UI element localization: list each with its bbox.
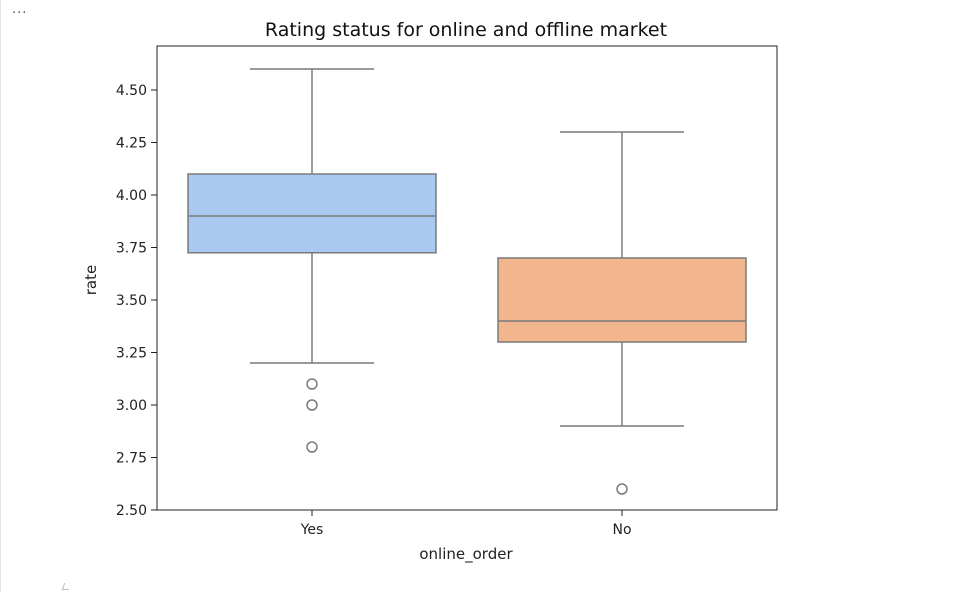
y-tick-label: 3.75 bbox=[116, 241, 147, 257]
plot-frame bbox=[156, 45, 778, 511]
y-tick-label: 3.50 bbox=[116, 293, 147, 309]
x-axis-label: online_order bbox=[419, 545, 513, 564]
x-tick-label: Yes bbox=[300, 522, 324, 538]
y-axis-label: rate bbox=[82, 265, 100, 295]
y-tick-label: 2.50 bbox=[116, 503, 147, 519]
plot-area: 2.50 2.75 3.00 3.25 3.50 3.75 4.00 4.25 4.50 Yes N… bbox=[116, 45, 778, 538]
chart-title: Rating status for online and offline mar… bbox=[265, 19, 667, 41]
cell-collapse-ellipsis[interactable]: ... bbox=[12, 2, 28, 17]
y-tick-label: 3.25 bbox=[116, 346, 147, 362]
outlier-point bbox=[306, 441, 318, 453]
y-tick-label: 4.25 bbox=[116, 136, 147, 152]
y-tick-label: 4.00 bbox=[116, 188, 147, 204]
box-yes bbox=[187, 173, 437, 254]
y-tick-label: 4.50 bbox=[116, 83, 147, 99]
cell-border bbox=[0, 0, 1, 592]
x-tick-label: No bbox=[612, 522, 631, 538]
outlier-point bbox=[306, 378, 318, 390]
outlier-point bbox=[306, 399, 318, 411]
y-tick-label: 3.00 bbox=[116, 398, 147, 414]
box-no bbox=[497, 257, 747, 343]
outlier-point bbox=[616, 483, 628, 495]
y-tick-label: 2.75 bbox=[116, 451, 147, 467]
